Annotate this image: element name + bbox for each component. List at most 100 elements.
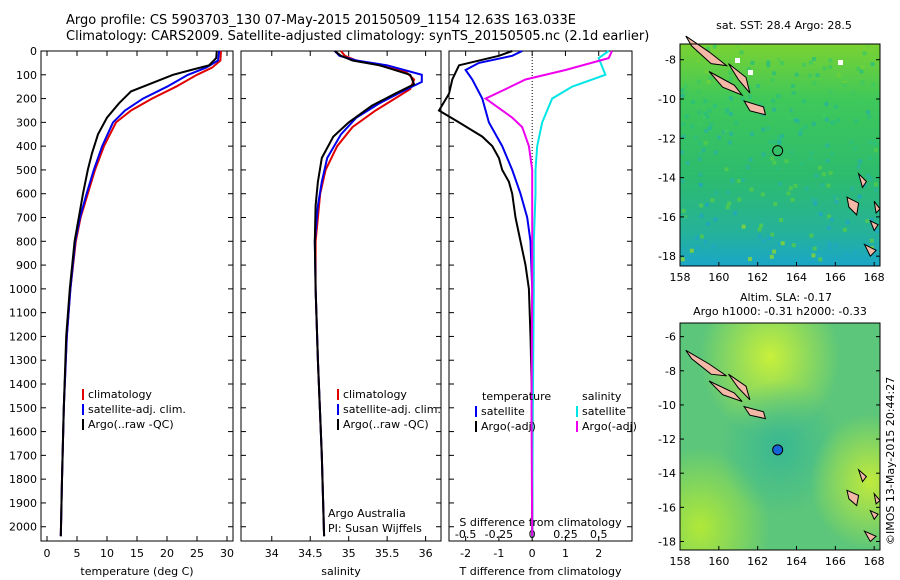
sst-pixel	[842, 227, 847, 232]
x-tick-label: 168	[864, 271, 885, 284]
sst-pixel	[713, 217, 718, 222]
sst-pixel	[786, 191, 791, 196]
sst-pixel	[787, 116, 792, 121]
sst-pixel	[761, 152, 766, 157]
sst-pixel	[706, 222, 711, 227]
x-tick-label: 35	[342, 547, 356, 560]
sst-pixel	[874, 187, 879, 192]
sst-pixel	[691, 99, 696, 104]
sst-pixel	[772, 160, 777, 165]
sst-pixel	[699, 234, 704, 239]
sst-pixel	[759, 223, 764, 228]
sst-pixel	[746, 66, 751, 71]
y-tick-label: 1600	[9, 426, 37, 439]
x-tick-label: 158	[670, 271, 691, 284]
sst-pixel	[709, 122, 714, 127]
island-outline	[846, 196, 860, 216]
map-frame	[679, 322, 881, 551]
legend-label: satellite	[481, 405, 525, 418]
island-outline	[708, 71, 744, 97]
map-title: sat. SST: 28.4 Argo: 28.5	[716, 19, 852, 32]
sst-pixel	[761, 127, 766, 132]
sst-pixel	[769, 254, 774, 259]
sst-pixel	[811, 105, 816, 110]
sst-pixel	[808, 60, 813, 65]
sst-pixel	[778, 218, 783, 223]
sst-pixel	[828, 171, 833, 176]
sst-pixel	[777, 140, 782, 145]
island-outline	[846, 489, 860, 507]
sst-pixel	[727, 55, 732, 60]
sst-pixel	[827, 226, 832, 231]
sst-pixel	[869, 218, 874, 223]
y-tick-label: 300	[16, 116, 37, 129]
plot-frame	[448, 50, 633, 542]
legend-label: satellite	[582, 405, 626, 418]
sst-pixel	[853, 146, 858, 151]
legend-label: Argo(-adj)	[481, 420, 536, 433]
sst-pixel	[873, 141, 878, 146]
x-tick-label: 160	[708, 555, 729, 568]
sst-pixel	[756, 84, 761, 89]
x-tick-label: 2	[595, 547, 602, 560]
sst-pixel	[811, 253, 816, 258]
sst-pixel	[872, 101, 877, 106]
sst-pixel	[809, 151, 814, 156]
sst-pixel	[761, 238, 766, 243]
sst-pixel	[873, 148, 878, 153]
sst-pixel	[865, 173, 870, 178]
top-tick-label: 0.25	[553, 528, 578, 541]
sst-pixel	[771, 140, 776, 145]
island-outline	[728, 63, 751, 94]
top-tick-label: 0.5	[590, 528, 608, 541]
map-subtitle: Argo h1000: -0.31 h2000: -0.33	[693, 305, 867, 318]
y-tick-label: 1100	[9, 307, 37, 320]
sst-pixel	[775, 104, 780, 109]
sst-pixel	[723, 129, 728, 134]
y-tick-label: 1200	[9, 330, 37, 343]
sst-pixel	[712, 104, 717, 109]
x-tick-label: 160	[708, 271, 729, 284]
sst-pixel	[766, 63, 771, 68]
sst-pixel	[818, 212, 823, 217]
sst-pixel	[802, 62, 807, 67]
sst-pixel	[788, 186, 793, 191]
sst-pixel	[760, 192, 765, 197]
sst-pixel	[868, 140, 873, 145]
sst-pixel	[749, 132, 754, 137]
sst-pixel	[871, 82, 876, 87]
sst-pixel	[703, 99, 708, 104]
y-tick-label: 700	[16, 212, 37, 225]
x-tick-label: 166	[825, 555, 846, 568]
y-tick-label: -8	[665, 54, 676, 67]
x-tick-label: 0	[44, 547, 51, 560]
sst-pixel	[857, 194, 862, 199]
y-tick-label: -14	[658, 172, 676, 185]
sst-pixel	[869, 238, 874, 243]
y-tick-label: -14	[658, 467, 676, 480]
x-tick-label: 35.5	[375, 547, 400, 560]
sst-pixel	[822, 66, 827, 71]
sst-pixel	[703, 140, 708, 145]
sst-pixel	[868, 176, 873, 181]
island-outline	[869, 509, 879, 521]
sst-pixel	[750, 60, 755, 65]
x-tick-label: 34.5	[298, 547, 323, 560]
y-tick-label: 1000	[9, 283, 37, 296]
sst-pixel	[683, 83, 688, 88]
x-tick-label: -2	[460, 547, 471, 560]
x-axis-label: salinity	[321, 565, 361, 578]
sst-pixel	[713, 150, 718, 155]
plot-frame	[40, 50, 234, 542]
sst-pixel	[766, 126, 771, 131]
sst-pixel	[711, 244, 716, 249]
sst-pixel	[795, 119, 800, 124]
sst-pixel	[817, 165, 822, 170]
sst-pixel	[777, 135, 782, 140]
legend-label: satellite-adj. clim.	[88, 403, 186, 416]
sst-pixel	[868, 156, 873, 161]
sst-pixel	[815, 73, 820, 78]
sst-pixel	[699, 213, 704, 218]
sst-pixel	[822, 113, 827, 118]
sst-pixel	[836, 73, 841, 78]
